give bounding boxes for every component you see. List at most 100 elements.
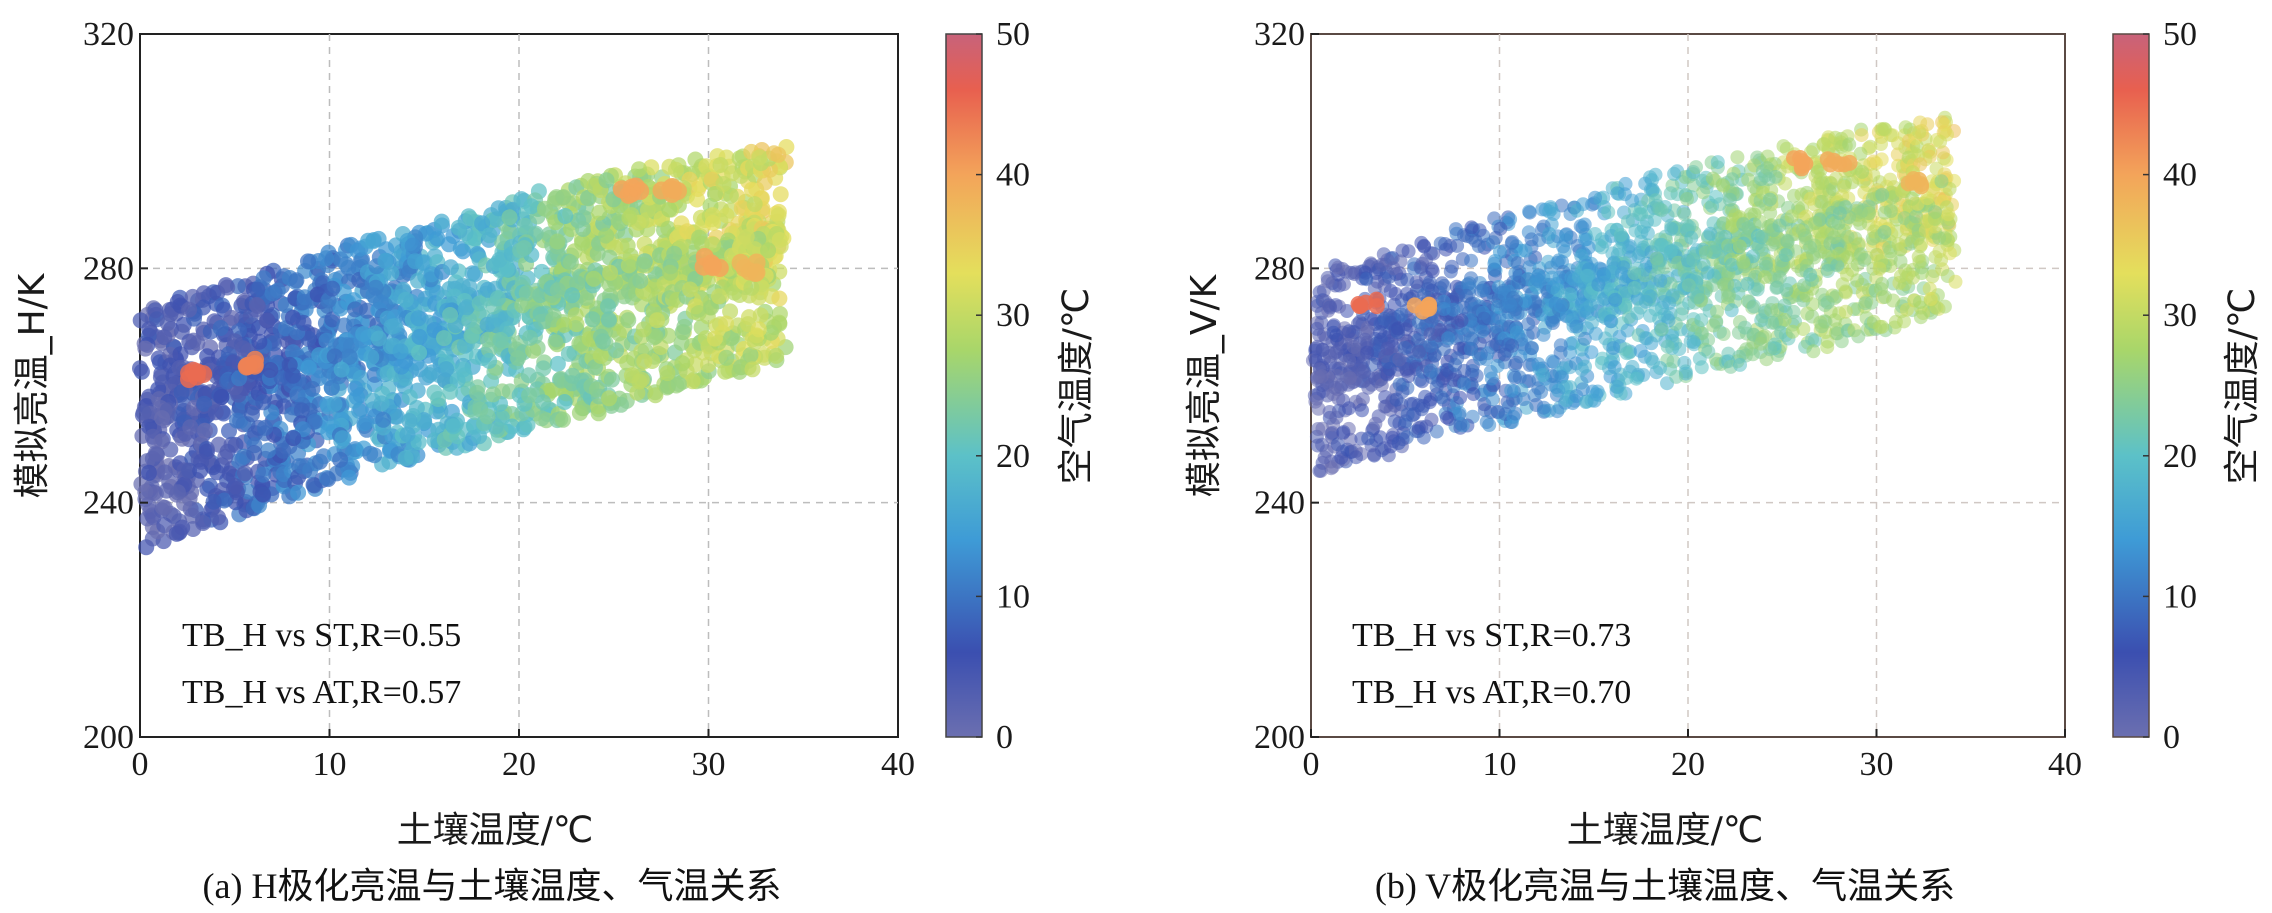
scatter-point — [1438, 237, 1453, 251]
scatter-point — [564, 287, 581, 304]
scatter-point — [1874, 152, 1889, 167]
scatter-point — [1389, 392, 1404, 407]
scatter-point — [1613, 228, 1628, 242]
scatter-point — [1457, 376, 1472, 391]
scatter-point — [1922, 281, 1937, 296]
scatter-point — [1347, 267, 1362, 282]
scatter-point — [746, 241, 763, 258]
scatter-point — [1503, 297, 1518, 312]
scatter-point — [132, 360, 148, 377]
scatter-point — [718, 349, 735, 366]
scatter-point — [306, 413, 323, 430]
scatter-point — [717, 363, 734, 380]
scatter-point — [1394, 307, 1409, 322]
scatter-point — [1392, 352, 1407, 367]
highlight-point — [664, 181, 683, 199]
scatter-point — [1387, 414, 1402, 429]
scatter-point — [375, 411, 392, 428]
scatter-point — [635, 321, 652, 338]
scatter-point — [152, 369, 169, 386]
scatter-point — [575, 221, 592, 237]
scatter-point — [1645, 182, 1660, 197]
scatter-point — [1361, 431, 1376, 446]
colorbar-tick-label: 20 — [996, 438, 1030, 475]
scatter-point — [383, 265, 400, 282]
scatter-point — [1934, 174, 1949, 189]
scatter-point — [1391, 321, 1406, 336]
scatter-point — [289, 386, 306, 403]
scatter-point — [1840, 267, 1854, 282]
scatter-point — [568, 316, 585, 333]
scatter-point — [1763, 205, 1778, 220]
caption-a: (a) H极化亮温与土壤温度、气温关系 — [203, 866, 782, 906]
scatter-point — [1893, 269, 1908, 284]
scatter-point — [602, 264, 619, 281]
scatter-point — [333, 361, 350, 378]
scatter-point — [1324, 461, 1339, 476]
scatter-point — [474, 215, 491, 232]
scatter-point — [771, 305, 788, 322]
scatter-point — [1326, 325, 1341, 340]
scatter-point — [1377, 441, 1392, 456]
scatter-point — [492, 331, 509, 348]
colorbar-tick-label: 0 — [996, 719, 1013, 756]
scatter-point — [1925, 183, 1940, 198]
scatter-point — [1654, 322, 1669, 337]
scatter-point — [1875, 319, 1889, 334]
scatter-point — [1556, 239, 1571, 254]
scatter-point — [1596, 268, 1611, 283]
y-tick-label: 320 — [83, 16, 134, 53]
y-tick-label: 200 — [1254, 719, 1305, 756]
scatter-point — [1578, 395, 1593, 409]
scatter-point — [1400, 407, 1415, 422]
scatter-point — [1493, 221, 1508, 236]
scatter-point — [1594, 240, 1609, 255]
scatter-point — [1746, 299, 1761, 314]
scatter-point — [1666, 354, 1681, 369]
annotation-a-2: TB_H vs AT,R=0.57 — [182, 674, 461, 711]
scatter-point — [1653, 361, 1667, 375]
scatter-point — [1425, 264, 1440, 279]
scatter-point — [703, 299, 720, 316]
scatter-point — [742, 347, 759, 363]
scatter-point — [632, 272, 649, 289]
scatter-point — [501, 209, 518, 226]
scatter-point — [1467, 301, 1482, 316]
scatter-point — [436, 431, 453, 448]
scatter-point — [760, 242, 777, 259]
scatter-point — [1397, 341, 1412, 355]
scatter-point — [1625, 359, 1640, 374]
scatter-point — [1524, 341, 1539, 356]
scatter-point — [1935, 145, 1950, 160]
scatter-point — [1682, 219, 1697, 234]
scatter-point — [1314, 369, 1329, 384]
scatter-point — [1651, 260, 1666, 275]
scatter-point — [756, 174, 773, 191]
scatter-point — [1368, 416, 1383, 431]
scatter-point — [1553, 338, 1568, 353]
scatter-point — [555, 411, 571, 428]
scatter-point — [1342, 371, 1357, 386]
scatter-point — [556, 394, 573, 410]
scatter-point — [347, 301, 364, 318]
scatter-point — [589, 245, 606, 262]
scatter-point — [141, 321, 158, 338]
scatter-point — [231, 453, 247, 469]
scatter-point — [1373, 325, 1387, 340]
scatter-point — [262, 362, 279, 378]
scatter-point — [1803, 267, 1818, 282]
scatter-point — [1716, 327, 1731, 341]
scatter-point — [1620, 323, 1635, 338]
scatter-point — [148, 446, 165, 463]
scatter-point — [592, 348, 609, 364]
highlight-point — [1797, 155, 1814, 172]
scatter-point — [141, 464, 157, 481]
colorbar-label-b: 空气温度/℃ — [2222, 288, 2263, 485]
colorbar-tick-label: 0 — [2163, 719, 2180, 756]
scatter-point — [1323, 300, 1337, 315]
scatter-point — [1724, 257, 1739, 272]
x-axis-label-b: 土壤温度/℃ — [1567, 810, 1764, 851]
scatter-point — [1588, 190, 1603, 205]
scatter-point — [442, 307, 459, 323]
scatter-point — [217, 449, 234, 465]
